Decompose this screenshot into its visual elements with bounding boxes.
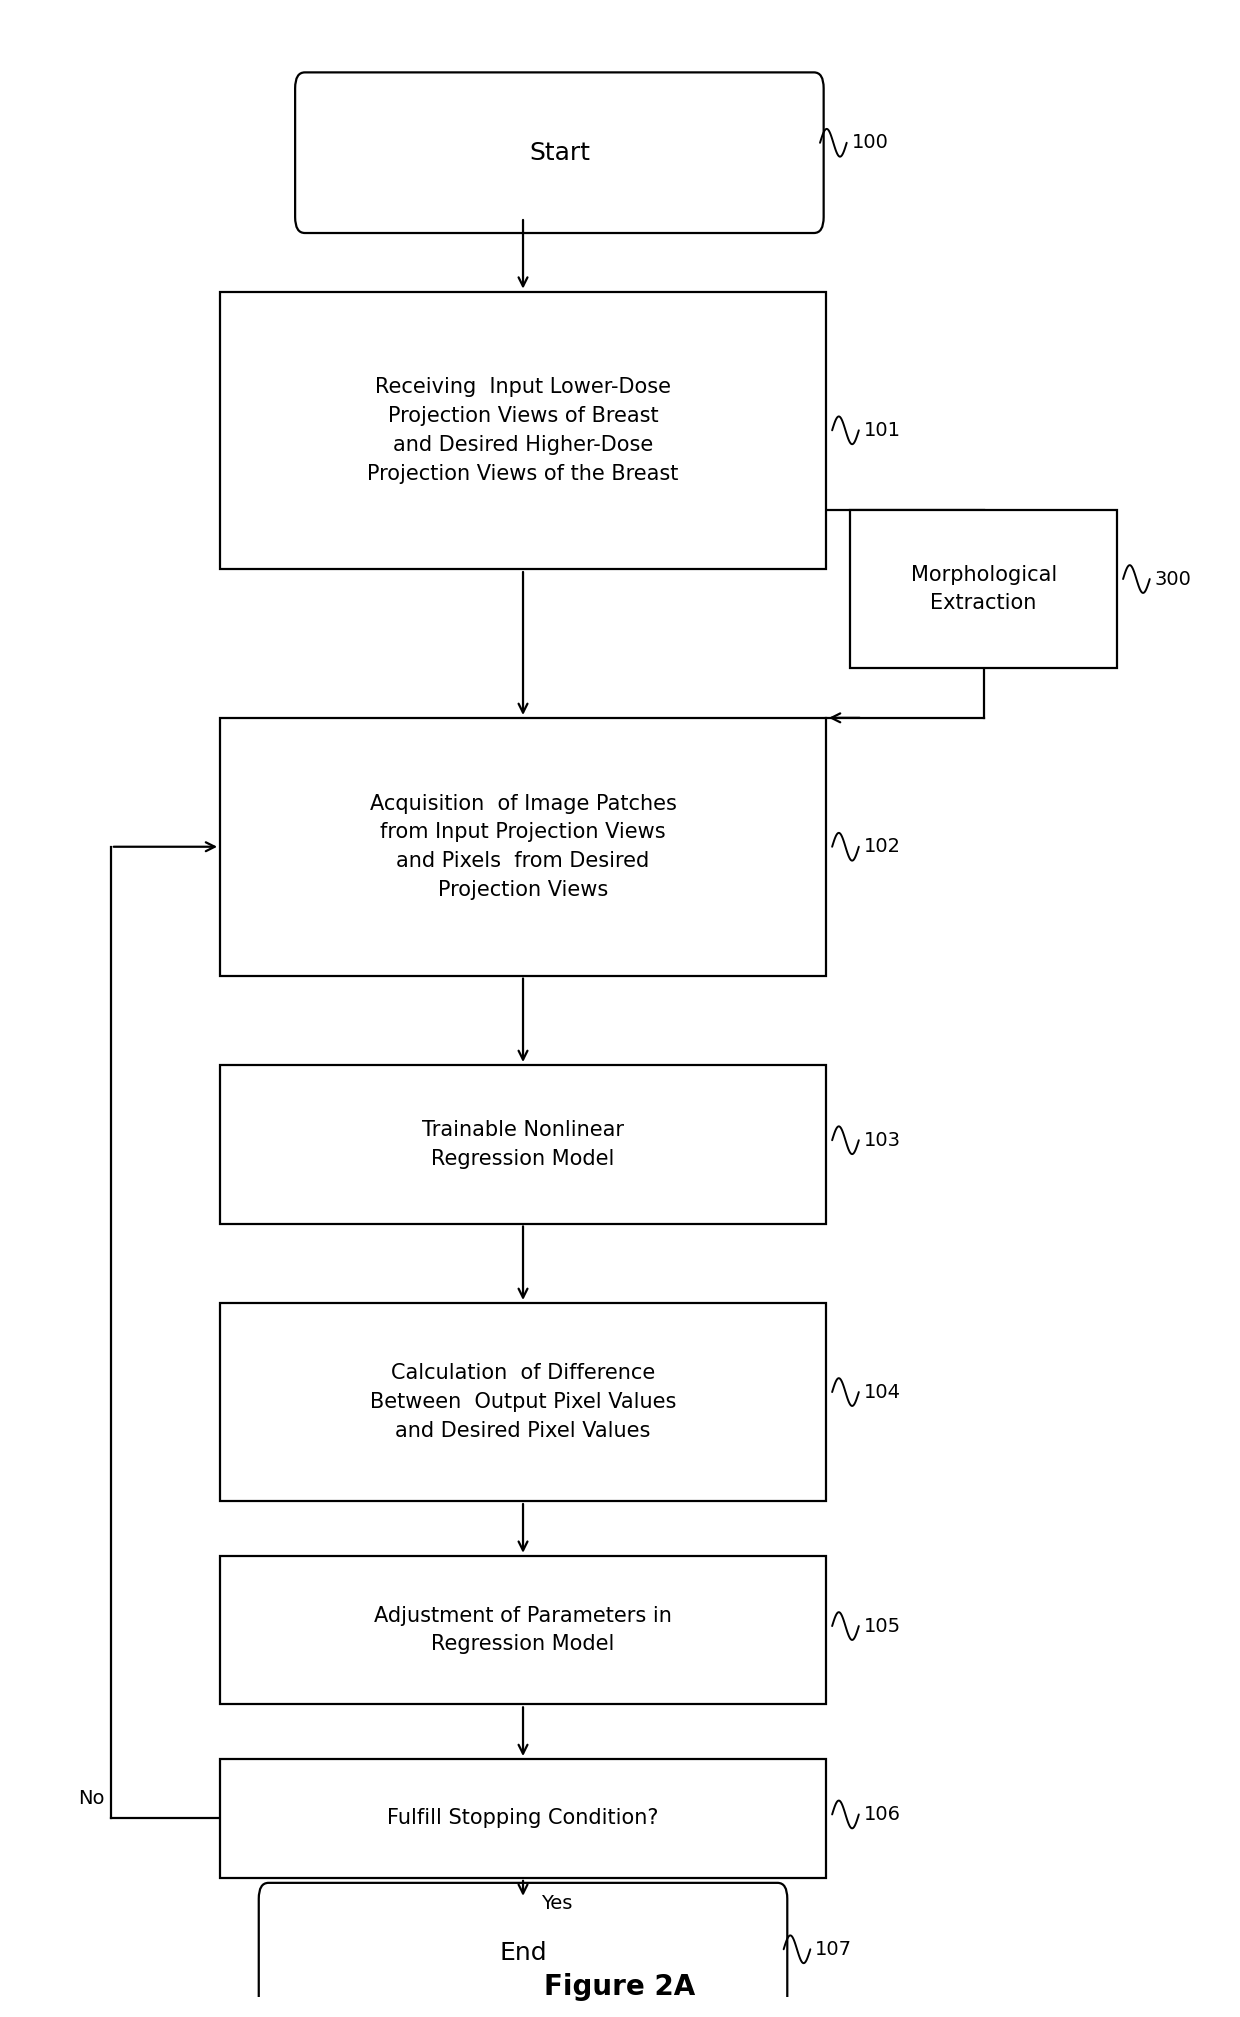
Text: Acquisition  of Image Patches
from Input Projection Views
and Pixels  from Desir: Acquisition of Image Patches from Input … [370,793,677,900]
Text: Receiving  Input Lower-Dose
Projection Views of Breast
and Desired Higher-Dose
P: Receiving Input Lower-Dose Projection Vi… [367,377,678,484]
Text: Adjustment of Parameters in
Regression Model: Adjustment of Parameters in Regression M… [374,1606,672,1654]
Bar [219,718,826,976]
Text: 300: 300 [1154,569,1192,589]
Bar [851,510,1117,668]
Text: 101: 101 [863,422,900,440]
Text: 103: 103 [863,1132,900,1150]
Text: Figure 2A: Figure 2A [544,1973,696,2001]
Text: 102: 102 [863,837,900,857]
FancyBboxPatch shape [295,73,823,234]
Text: Start: Start [529,141,590,165]
Text: Morphological
Extraction: Morphological Extraction [910,565,1056,613]
Bar [219,1555,826,1704]
Bar [219,1303,826,1501]
Text: 104: 104 [863,1382,900,1402]
Bar [219,1065,826,1224]
Text: 107: 107 [815,1940,852,1959]
Text: Yes: Yes [541,1894,573,1914]
Text: 106: 106 [863,1805,900,1823]
FancyBboxPatch shape [259,1882,787,2017]
Text: End: End [500,1940,547,1965]
Text: 100: 100 [852,133,888,151]
Text: Fulfill Stopping Condition?: Fulfill Stopping Condition? [387,1809,658,1827]
Text: Calculation  of Difference
Between  Output Pixel Values
and Desired Pixel Values: Calculation of Difference Between Output… [370,1363,676,1440]
Bar [219,1759,826,1878]
Text: Trainable Nonlinear
Regression Model: Trainable Nonlinear Regression Model [422,1119,624,1168]
Bar [219,292,826,569]
Text: No: No [78,1789,105,1809]
Text: 105: 105 [863,1616,900,1636]
